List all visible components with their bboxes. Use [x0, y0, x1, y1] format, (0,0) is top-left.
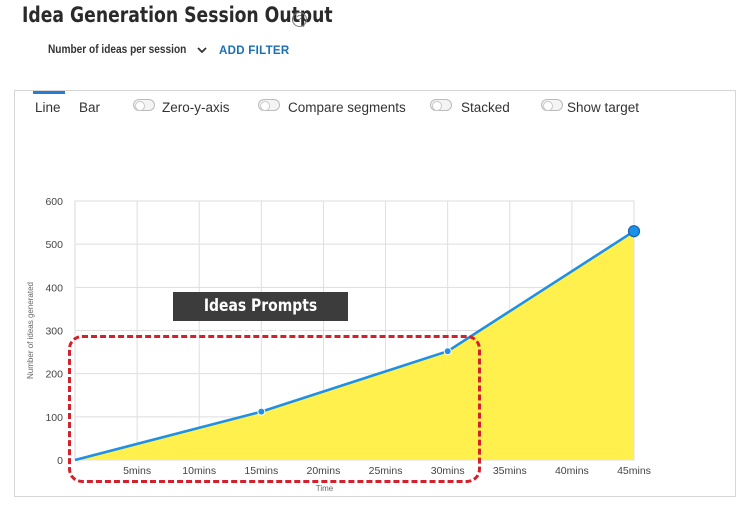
stacked-label: Stacked — [461, 100, 510, 115]
x-axis-label: Time — [316, 484, 334, 493]
y-axis-label: Number of ideas generated — [26, 282, 35, 379]
compare-segments-toggle[interactable] — [258, 99, 280, 111]
x-tick-label: 15mins — [244, 465, 278, 477]
x-tick-label: 10mins — [182, 465, 216, 477]
chevron-down-icon[interactable] — [196, 44, 208, 56]
chart-points — [257, 225, 641, 416]
chart-area-fill — [75, 231, 634, 460]
y-tick-label: 500 — [45, 239, 63, 251]
x-tick-label: 30mins — [431, 465, 465, 477]
data-point[interactable] — [627, 225, 641, 238]
zero-y-axis-toggle[interactable] — [133, 99, 155, 111]
y-tick-label: 200 — [45, 369, 63, 381]
show-target-label: Show target — [567, 100, 640, 115]
chart-panel: Line Bar Zero-y-axis Compare segments St… — [14, 90, 736, 497]
active-tab-indicator — [33, 91, 65, 94]
y-tick-label: 300 — [45, 326, 63, 338]
x-tick-label: 45mins — [617, 465, 651, 477]
x-tick-label: 25mins — [369, 465, 403, 477]
add-filter-button[interactable]: ADD FILTER — [219, 45, 290, 57]
annotation-highlight-box — [68, 335, 481, 483]
tab-line[interactable]: Line — [35, 100, 61, 115]
chart-series-line — [74, 230, 635, 462]
metric-selector-label[interactable]: Number of ideas per session — [48, 44, 187, 56]
y-tick-label: 100 — [45, 412, 63, 424]
x-tick-label: 35mins — [493, 465, 527, 477]
x-tick-label: 20mins — [307, 465, 341, 477]
compare-segments-label: Compare segments — [288, 100, 406, 115]
y-tick-label: 0 — [57, 455, 63, 467]
page-title: Idea Generation Session Output — [22, 3, 333, 27]
data-point[interactable] — [443, 347, 452, 356]
y-axis-ticks: 0 100 200 300 400 500 600 — [45, 196, 63, 467]
tab-bar[interactable]: Bar — [79, 100, 101, 115]
annotation-label: Ideas Prompts Used — [173, 292, 348, 345]
question-circle-icon[interactable]: ? — [292, 12, 307, 27]
x-tick-label: 5mins — [123, 465, 151, 477]
y-tick-label: 600 — [45, 196, 63, 208]
show-target-toggle[interactable] — [541, 99, 563, 111]
zero-y-axis-label: Zero-y-axis — [162, 100, 230, 115]
y-tick-label: 400 — [45, 282, 63, 294]
data-point[interactable] — [257, 407, 266, 416]
chart-toolbar: Line Bar Zero-y-axis Compare segments St… — [15, 91, 735, 121]
stacked-toggle[interactable] — [430, 99, 452, 111]
x-tick-label: 40mins — [555, 465, 589, 477]
x-axis-ticks: 5mins 10mins 15mins 20mins 25mins 30mins 35min… — [123, 465, 651, 477]
